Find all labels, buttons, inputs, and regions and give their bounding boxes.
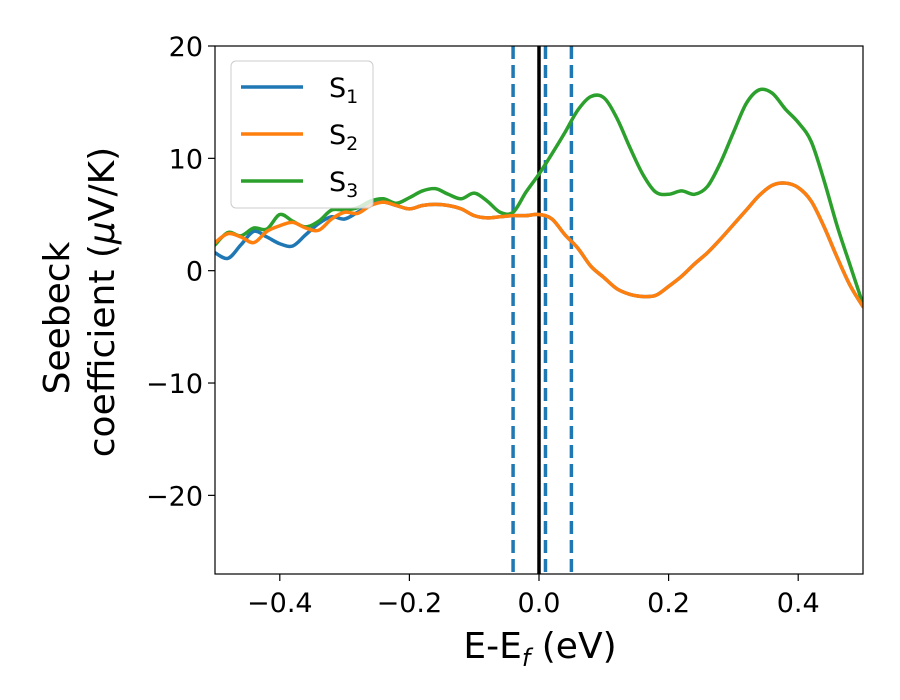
y-axis-label-line2: coefficient (μV/K)	[82, 147, 123, 457]
legend-label-s3: S3	[329, 167, 358, 202]
y-axis-label-line2-pre: coefficient (	[82, 244, 123, 457]
y-axis-label-line2-post: V/K)	[82, 147, 123, 221]
x-tick-label: 0.4	[777, 588, 820, 619]
y-tick-label: 10	[169, 144, 203, 175]
x-axis-label-main: E-E	[463, 626, 521, 667]
legend-label-s2: S2	[329, 120, 358, 155]
series-line-s3	[215, 87, 863, 307]
y-axis-ticks: −20 −10 0 10 20	[146, 32, 215, 512]
y-tick-label: −10	[146, 369, 203, 400]
legend: S1 S2 S3	[230, 60, 374, 209]
y-tick-label: 20	[169, 32, 203, 63]
x-tick-label: 0.2	[647, 588, 690, 619]
x-tick-label: −0.4	[247, 588, 313, 619]
series-lines	[215, 87, 863, 309]
legend-label-s1: S1	[329, 73, 358, 108]
x-axis-label: E-Ef (eV)	[463, 626, 616, 672]
y-axis-label-line1: Seebeck	[37, 241, 78, 394]
y-axis-label-mu: μ	[82, 221, 123, 245]
y-tick-label: 0	[186, 257, 203, 288]
x-axis-ticks: −0.4 −0.2 0.0 0.2 0.4	[247, 574, 820, 619]
y-tick-label: −20	[146, 481, 203, 512]
x-tick-label: −0.2	[377, 588, 443, 619]
x-axis-label-unit: (eV)	[530, 626, 616, 667]
x-tick-label: 0.0	[518, 588, 561, 619]
series-line-s2	[215, 181, 863, 309]
reference-lines	[511, 46, 574, 574]
